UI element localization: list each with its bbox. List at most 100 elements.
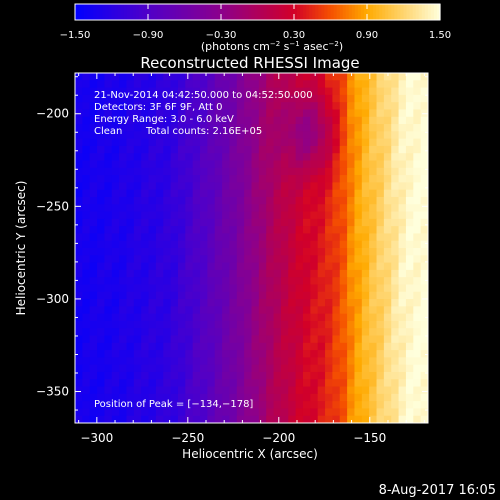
colorbar-cell — [287, 4, 292, 20]
heatmap-cell — [251, 255, 260, 264]
heatmap-cell — [214, 291, 223, 300]
heatmap-cell — [111, 299, 120, 307]
heatmap-cell — [332, 167, 341, 176]
heatmap-cell — [163, 371, 172, 380]
heatmap-cell — [111, 167, 120, 176]
heatmap-cell — [163, 269, 172, 278]
heatmap-cell — [310, 145, 319, 154]
heatmap-cell — [185, 342, 194, 351]
heatmap-cell — [295, 328, 304, 336]
colorbar-cell — [275, 4, 280, 20]
heatmap-cell — [266, 204, 275, 213]
heatmap-cell — [111, 240, 120, 249]
heatmap-cell — [75, 306, 83, 315]
heatmap-cell — [200, 320, 208, 329]
heatmap-cell — [354, 109, 363, 118]
heatmap-cell — [89, 364, 98, 373]
annotation-time-range: 21-Nov-2014 04:42:50.000 to 04:52:50.000 — [94, 90, 313, 101]
heatmap-cell — [354, 350, 363, 358]
heatmap-cell — [244, 277, 252, 285]
heatmap-cell — [82, 328, 91, 336]
heatmap-cell — [266, 415, 275, 424]
heatmap-cell — [133, 277, 142, 285]
heatmap-cell — [163, 306, 172, 315]
heatmap-cell — [222, 277, 230, 285]
heatmap-cell — [369, 102, 378, 110]
heatmap-cell — [398, 138, 407, 147]
heatmap-cell — [251, 277, 260, 285]
heatmap-cell — [405, 109, 414, 118]
heatmap-cell — [229, 211, 238, 220]
heatmap-cell — [82, 87, 91, 96]
heatmap-cell — [369, 364, 378, 373]
colorbar-cell — [239, 4, 243, 20]
heatmap-cell — [413, 342, 422, 351]
heatmap-cell — [280, 116, 289, 125]
heatmap-cell — [383, 182, 392, 191]
heatmap-cell — [185, 175, 194, 183]
heatmap-cell — [222, 357, 230, 366]
heatmap-cell — [295, 350, 304, 358]
heatmap-cell — [310, 226, 319, 234]
heatmap-cell — [229, 233, 238, 242]
heatmap-cell — [200, 80, 208, 89]
heatmap-cell — [148, 393, 157, 402]
colorbar-cell — [251, 4, 256, 20]
heatmap-cell — [332, 371, 341, 380]
heatmap-cell — [405, 226, 414, 234]
heatmap-cell — [89, 262, 98, 271]
heatmap-cell — [317, 335, 326, 344]
heatmap-cell — [148, 116, 157, 125]
heatmap-cell — [111, 153, 120, 161]
heatmap-cell — [141, 131, 150, 140]
heatmap-cell — [405, 320, 414, 329]
heatmap-cell — [302, 189, 311, 198]
heatmap-cell — [251, 160, 260, 169]
heatmap-cell — [244, 262, 252, 271]
heatmap-cell — [229, 320, 238, 329]
heatmap-cell — [405, 160, 414, 169]
heatmap-cell — [82, 342, 91, 351]
heatmap-cell — [354, 357, 363, 366]
heatmap-cell — [376, 102, 385, 110]
heatmap-cell — [185, 379, 194, 388]
heatmap-cell — [280, 248, 289, 256]
heatmap-cell — [75, 189, 83, 198]
heatmap-cell — [104, 131, 113, 140]
heatmap-cell — [222, 160, 230, 169]
heatmap-cell — [244, 145, 252, 154]
heatmap-cell — [155, 269, 164, 278]
heatmap-cell — [376, 393, 385, 402]
heatmap-cell — [163, 299, 172, 307]
heatmap-cell — [97, 102, 105, 110]
heatmap-cell — [258, 153, 267, 161]
heatmap-cell — [163, 415, 172, 424]
heatmap-cell — [273, 328, 282, 336]
heatmap-cell — [141, 364, 150, 373]
heatmap-cell — [163, 211, 172, 220]
heatmap-cell — [200, 371, 208, 380]
heatmap-cell — [82, 313, 91, 322]
heatmap-cell — [177, 211, 186, 220]
heatmap-cell — [148, 175, 157, 183]
heatmap-cell — [163, 131, 172, 140]
heatmap-cell — [222, 87, 230, 96]
heatmap-cell — [420, 299, 429, 307]
heatmap-cell — [133, 226, 142, 234]
heatmap-cell — [192, 182, 201, 191]
heatmap-cell — [192, 328, 201, 336]
heatmap-cell — [325, 328, 333, 336]
heatmap-cell — [339, 306, 348, 315]
heatmap-cell — [163, 255, 172, 264]
heatmap-cell — [383, 138, 392, 147]
heatmap-cell — [258, 116, 267, 125]
heatmap-cell — [133, 350, 142, 358]
heatmap-cell — [339, 364, 348, 373]
heatmap-cell — [376, 109, 385, 118]
heatmap-cell — [185, 313, 194, 322]
heatmap-cell — [339, 167, 348, 176]
heatmap-cell — [266, 211, 275, 220]
heatmap-cell — [177, 306, 186, 315]
heatmap-cell — [251, 218, 260, 227]
heatmap-cell — [376, 189, 385, 198]
